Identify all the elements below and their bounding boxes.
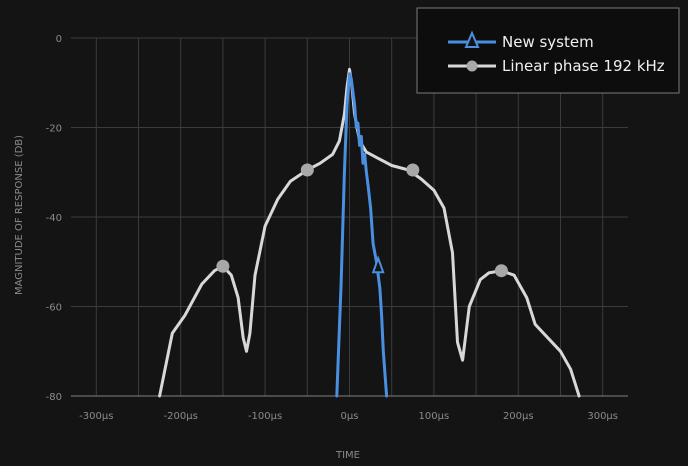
- legend-marker-circle: [466, 60, 478, 72]
- data-point-circle: [300, 163, 314, 177]
- legend: New system Linear phase 192 kHz: [416, 7, 680, 94]
- legend-marker-triangle: [464, 30, 480, 48]
- legend-label: New system: [502, 33, 594, 51]
- y-tick-label: -80: [46, 392, 62, 403]
- legend-item-linear-phase-192-khz: Linear phase 192 kHz: [448, 57, 665, 75]
- y-tick-label: -60: [46, 303, 62, 314]
- y-tick-label: -20: [46, 124, 62, 135]
- x-tick-label: 300µs: [587, 411, 618, 422]
- x-tick-label: -200µs: [164, 411, 198, 422]
- grid: [71, 37, 628, 397]
- x-tick-label: 200µs: [503, 411, 534, 422]
- y-tick-labels: 0 -20 -40 -60 -80: [46, 34, 62, 403]
- data-point-triangle: [371, 255, 385, 274]
- data-point-circle: [216, 259, 230, 273]
- x-axis-title: TIME: [335, 450, 360, 461]
- y-axis-title: MAGNITUDE OF RESPONSE (DB): [14, 135, 25, 295]
- data-point-circle: [406, 163, 420, 177]
- data-point-circle: [494, 264, 508, 278]
- x-tick-label: 0µs: [341, 411, 359, 422]
- legend-item-new-system: New system: [448, 30, 594, 51]
- x-tick-label: -300µs: [79, 411, 113, 422]
- legend-box: [416, 7, 680, 94]
- legend-label: Linear phase 192 kHz: [502, 57, 665, 75]
- x-tick-label: -100µs: [248, 411, 282, 422]
- legend-items: New system Linear phase 192 kHz: [448, 30, 665, 75]
- y-tick-label: -40: [46, 213, 62, 224]
- series-layer: [158, 67, 581, 398]
- y-tick-label: 0: [56, 34, 62, 45]
- series-new-system: [335, 72, 389, 398]
- x-tick-labels: -300µs -200µs -100µs 0µs 100µs 200µs 300µs: [79, 411, 618, 422]
- x-tick-label: 100µs: [419, 411, 450, 422]
